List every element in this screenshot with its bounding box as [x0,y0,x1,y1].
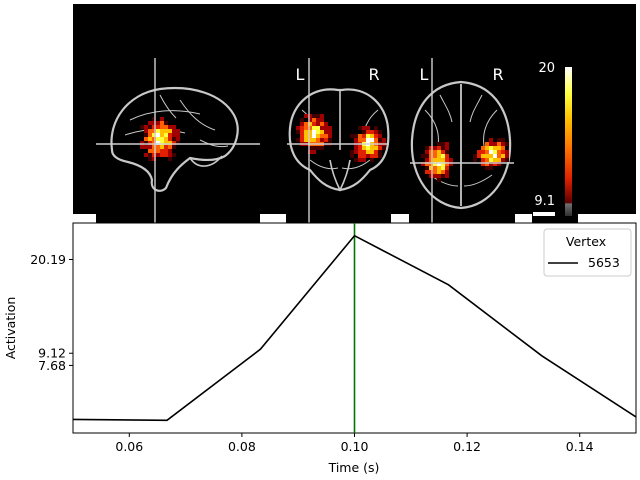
y-tick-label: 20.19 [30,252,66,267]
brain-panel: L R L R 20 9.1 [73,4,636,226]
sagittal-sulcus-3 [179,99,216,131]
colorbar-gradient [565,67,572,216]
data-point [259,348,262,350]
axial-brain-outline [410,80,512,210]
data-point [447,284,450,286]
colorbar-threshold-label: 9.1 [534,194,555,209]
axial-sulcus-6 [469,94,483,123]
x-tick-label: 0.06 [115,439,143,454]
colorbar-bottom-label-clipped [533,212,555,216]
time-course-chart: 0.06 0.08 0.10 0.12 0.14 7.689.12 20.19 Time … [3,222,637,475]
sagittal-cerebellum [189,155,223,167]
axial-sulcus-4 [463,174,493,187]
data-point [353,235,356,237]
axial-right-activation-blob [473,138,509,170]
cursor-crosshairs [96,58,514,226]
sagittal-view [110,87,239,192]
coronal-stem [329,159,351,192]
legend-box [543,228,632,277]
sagittal-sulcus-5 [199,139,229,148]
coronal-right-label: R [368,65,379,84]
sagittal-sulcus-1 [129,110,201,121]
x-axis-label: Time (s) [328,460,380,475]
axial-left-activation-blob [421,142,453,182]
sagittal-sulcus-4 [159,94,177,119]
axial-view [410,80,512,210]
legend[interactable]: Vertex 5653 [543,228,632,277]
coronal-sulcus-3 [309,159,339,170]
data-point [72,418,74,421]
legend-entry-5653: 5653 [588,255,620,270]
series-points [72,235,637,421]
x-axis-ticks: 0.06 0.08 0.10 0.12 0.14 [115,433,594,454]
y-tick-label: 9.12 [38,346,66,361]
sagittal-activation-blob [140,117,180,161]
colorbar: 20 9.1 [533,61,572,216]
axial-right-label: R [492,65,503,84]
data-point [541,355,543,357]
axial-sulcus-5 [439,94,453,123]
legend-title: Vertex [566,234,606,249]
y-tick-label: 7.68 [38,358,66,373]
coronal-sulcus-4 [341,159,371,170]
x-tick-label: 0.12 [453,439,481,454]
y-axis-label: Activation [3,297,18,360]
x-tick-label: 0.14 [566,439,594,454]
colorbar-max-label: 20 [538,61,555,76]
data-point [166,419,168,421]
sagittal-brain-outline [110,87,239,192]
axial-sulcus-2 [483,109,498,147]
y-axis-ticks: 7.689.12 20.19 [30,252,73,373]
x-tick-label: 0.10 [341,439,369,454]
axial-left-label: L [420,65,429,84]
brain-panel-background [73,4,636,214]
x-tick-label: 0.08 [228,439,256,454]
coronal-left-label: L [296,65,305,84]
data-point [635,416,637,418]
